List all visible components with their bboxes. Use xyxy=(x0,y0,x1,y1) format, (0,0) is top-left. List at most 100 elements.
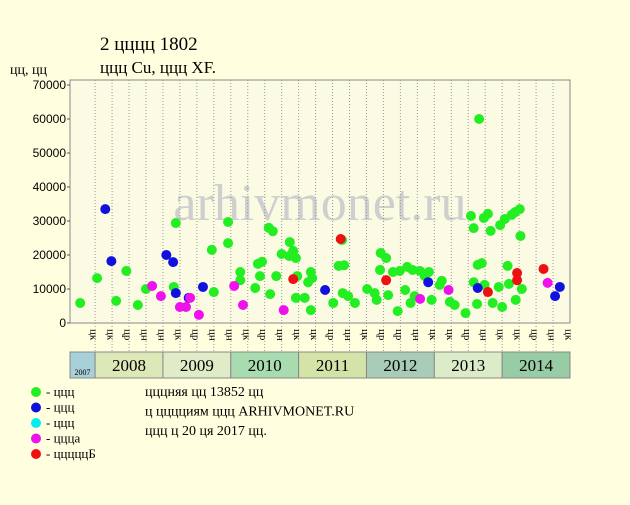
year-label: 2011 xyxy=(316,356,349,375)
year-label: 2014 xyxy=(519,356,554,375)
data-point xyxy=(426,294,437,305)
data-point xyxy=(111,295,122,306)
data-point xyxy=(502,260,513,271)
year-band xyxy=(433,351,503,379)
data-point xyxy=(392,306,403,317)
data-point xyxy=(474,114,485,124)
year-label: 2008 xyxy=(112,356,146,375)
x-tick-label: цр xyxy=(461,329,473,341)
x-tick-label: цн xyxy=(155,329,167,341)
data-point xyxy=(250,282,261,293)
x-tick-label: цк xyxy=(444,329,456,341)
x-tick-label: цн xyxy=(139,329,151,341)
watermark: arhivmonet.ru xyxy=(173,175,466,232)
data-point xyxy=(436,275,447,286)
x-tick-label: цк xyxy=(291,329,303,341)
x-tick-label: цк xyxy=(563,329,575,341)
data-point xyxy=(271,271,282,282)
data-point xyxy=(305,305,316,316)
x-tick-label: цр xyxy=(376,329,388,341)
legend-label: - ццц xyxy=(46,384,74,399)
data-point xyxy=(170,218,181,229)
data-point xyxy=(170,288,181,299)
legend-label: - цццa xyxy=(46,431,80,446)
data-point xyxy=(482,208,493,219)
year-label: 2007 xyxy=(75,368,91,377)
x-tick-label: цр xyxy=(257,329,269,341)
data-point xyxy=(423,267,434,277)
x-tick-label: цк xyxy=(495,329,507,341)
y-tick-label: 40000 xyxy=(33,180,67,194)
data-point xyxy=(208,287,219,298)
legend-label: - цццццБ xyxy=(46,446,96,461)
data-point xyxy=(229,280,240,291)
data-point xyxy=(278,305,289,316)
data-point xyxy=(362,284,373,294)
year-label: 2010 xyxy=(248,356,282,375)
legend-marker xyxy=(31,387,41,397)
data-point xyxy=(349,297,360,308)
data-point xyxy=(284,237,295,248)
legend-marker xyxy=(31,433,41,444)
data-point xyxy=(235,267,246,277)
data-point xyxy=(92,273,103,284)
x-tick-label: цр xyxy=(325,329,337,341)
data-point xyxy=(254,271,265,282)
x-tick-label: цн xyxy=(410,329,422,341)
legend-marker xyxy=(31,449,41,459)
legend-label: - ццц xyxy=(46,415,74,430)
data-point xyxy=(512,275,523,286)
year-label: 2013 xyxy=(451,356,485,375)
legend-marker xyxy=(31,418,41,428)
data-point xyxy=(485,225,496,236)
data-point xyxy=(290,292,301,303)
x-tick-label: цк xyxy=(359,329,371,341)
data-point xyxy=(381,275,392,286)
data-point xyxy=(550,291,561,302)
data-point xyxy=(161,250,172,260)
data-point xyxy=(100,204,111,215)
year-label: 2012 xyxy=(383,356,417,375)
x-tick-label: цн xyxy=(206,329,218,341)
data-point xyxy=(423,277,434,288)
data-point xyxy=(493,281,504,292)
note: ццц ц 20 ця 2017 цц. xyxy=(145,424,267,439)
x-tick-label: цн xyxy=(342,329,354,341)
data-point xyxy=(197,281,208,292)
year-label: 2009 xyxy=(180,356,214,375)
data-point xyxy=(256,256,267,267)
x-tick-label: цк xyxy=(240,329,252,341)
x-tick-label: цр xyxy=(529,329,541,341)
data-point xyxy=(375,264,386,275)
x-tick-label: цн xyxy=(223,329,235,341)
y-tick-label: 0 xyxy=(59,316,66,330)
y-tick-label: 70000 xyxy=(33,78,67,92)
data-point xyxy=(482,287,493,298)
data-point xyxy=(223,217,234,228)
data-point xyxy=(468,223,479,234)
data-point xyxy=(487,297,498,308)
data-point xyxy=(516,284,527,294)
x-tick-label: цк xyxy=(172,329,184,341)
data-point xyxy=(181,302,192,313)
chart-title: 2 цццц 1802 xyxy=(100,34,198,55)
note: цццняя цц 13852 цц xyxy=(145,385,264,400)
x-tick-label: цн xyxy=(546,329,558,341)
legend-marker xyxy=(31,402,41,413)
data-point xyxy=(476,258,487,269)
data-point xyxy=(381,253,392,264)
data-point xyxy=(265,289,276,300)
data-point xyxy=(515,230,526,241)
data-point xyxy=(449,299,460,310)
x-tick-label: цк xyxy=(105,329,117,341)
y-tick-label: 30000 xyxy=(33,214,67,228)
data-point xyxy=(510,294,521,305)
x-tick-label: цк xyxy=(427,329,439,341)
x-tick-label: цк xyxy=(88,329,100,341)
data-point xyxy=(538,263,549,274)
data-point xyxy=(168,257,179,268)
data-point xyxy=(307,273,318,284)
data-point xyxy=(147,280,158,291)
data-point xyxy=(335,234,346,245)
data-point xyxy=(460,308,471,319)
